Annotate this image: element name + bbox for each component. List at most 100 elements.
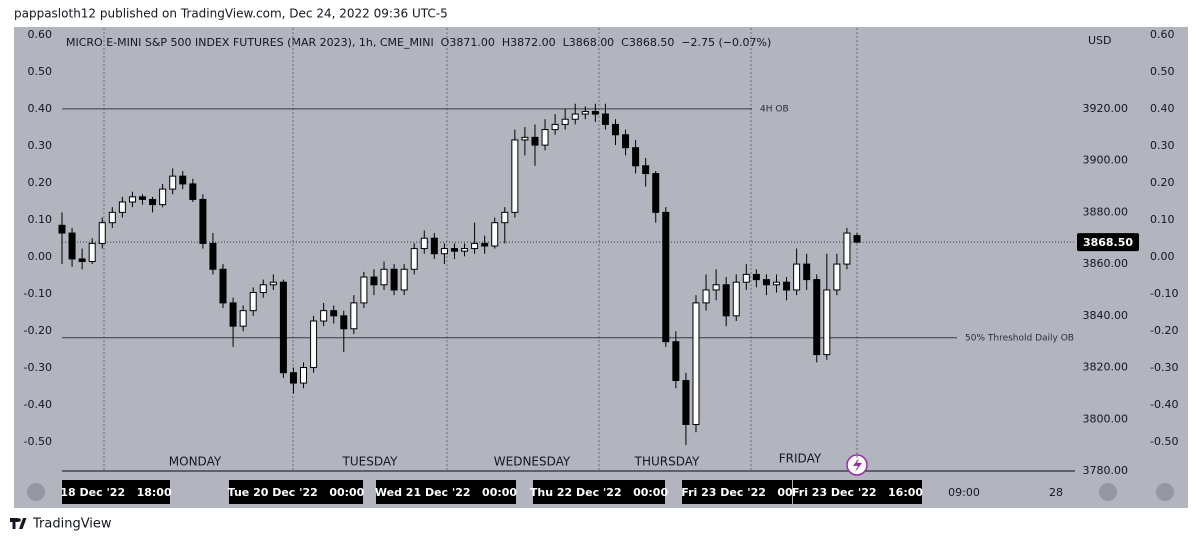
candle-body [833,263,841,291]
candle-body [380,268,388,286]
candle-body [772,281,780,286]
price-tick-label: 3900.00 [1083,154,1129,167]
price-tick-label: 3880.00 [1083,205,1129,218]
time-label-box [682,480,792,504]
percent-tick-label: -0.30 [24,361,52,374]
time-label: Wed 21 Dec '22 00:00 [375,486,518,499]
time-label-box [793,480,922,504]
percent-tick-label: -0.20 [24,324,52,337]
candle-body [159,188,167,206]
candle-body [692,302,700,425]
candle-body [662,211,670,343]
candle-body [108,211,116,224]
publish-header: pappasloth12 published on TradingView.co… [14,7,448,21]
candle-body [259,284,267,294]
percent-tick-label: 0.10 [1150,213,1175,226]
last-price-tag [1077,233,1139,252]
candle-body [682,379,690,425]
percent-tick-label: 0.00 [28,250,53,263]
candle-body [581,110,589,115]
percent-tick-label: -0.10 [1150,287,1178,300]
candle-body [229,302,237,327]
candle-body [58,224,66,234]
time-label-box [533,480,665,504]
day-label: TUESDAY [342,455,399,469]
candle-body [340,315,348,330]
price-tick-label: 3840.00 [1083,309,1129,322]
candle-body [88,242,96,263]
candle-body [440,248,448,255]
candle-body [803,263,811,281]
time-label: Thu 22 Dec '22 00:00 [530,486,669,499]
candle-body [350,302,358,330]
price-tick-label: 3800.00 [1083,412,1129,425]
percent-tick-label: 0.30 [28,139,53,152]
candle-body [561,118,569,125]
candle-body [249,292,257,312]
candle-body [611,123,619,136]
candle-body [461,248,469,252]
time-label-box [229,480,363,504]
candle-body [511,139,519,213]
candle-body [642,165,650,175]
candle-body [239,310,247,327]
chart-legend: MICRO E-MINI S&P 500 INDEX FUTURES (MAR … [66,36,771,49]
candle-body [551,123,559,131]
percent-tick-label: 0.10 [28,213,53,226]
price-tick-label: 3920.00 [1083,102,1129,115]
candle-body [722,284,730,317]
candle-body [521,136,529,141]
candle-body [783,281,791,291]
percent-tick-label: 0.20 [1150,176,1175,189]
candle-body [310,320,318,369]
percent-tick-label: -0.50 [1150,435,1178,448]
time-label-box [62,480,170,504]
candle-body [430,237,438,255]
nav-button[interactable] [1099,483,1117,501]
percent-tick-label: -0.10 [24,287,52,300]
percent-tick-label: 0.20 [28,176,53,189]
candle-body [853,235,861,243]
candle-body [289,372,297,384]
candle-body [632,147,640,167]
candle-body [199,198,207,244]
candle-body [330,310,338,317]
candle-body [128,196,136,203]
candle-body [169,175,177,190]
nav-button[interactable] [27,483,45,501]
candle-body [601,113,609,125]
candle-body [279,281,287,374]
candle-body [531,136,539,146]
candle-body [622,134,630,149]
time-label: Fri 23 Dec '22 16:00 [792,486,923,499]
percent-tick-label: -0.40 [24,398,52,411]
candle-body [189,183,197,200]
percent-tick-label: 0.00 [1150,250,1175,263]
percent-tick-label: 0.50 [28,65,53,78]
candle-body [843,232,851,265]
day-label: THURSDAY [634,455,700,469]
candle-body [269,281,277,286]
time-label: 18 Dec '22 18:00 [60,486,172,499]
candle-body [98,222,106,244]
footer-logo [10,518,27,529]
nav-button[interactable] [1156,483,1174,501]
time-label-box [376,480,516,504]
candle-body [471,242,479,250]
candle-body [742,273,750,283]
candle-body [139,196,147,200]
candle-body [762,279,770,286]
candle-body [360,276,368,304]
percent-tick-label: -0.50 [24,435,52,448]
price-tick-label: 3860.00 [1083,257,1129,270]
candle-body [68,232,76,260]
percent-tick-label: -0.20 [1150,324,1178,337]
candle-body [813,279,821,356]
candle-body [370,276,378,286]
level-label: 4H OB [760,104,789,114]
candle-body [752,273,760,281]
last-price-label: 3868.50 [1083,236,1133,249]
percent-tick-label: 0.40 [1150,102,1175,115]
candle-body [400,268,408,291]
